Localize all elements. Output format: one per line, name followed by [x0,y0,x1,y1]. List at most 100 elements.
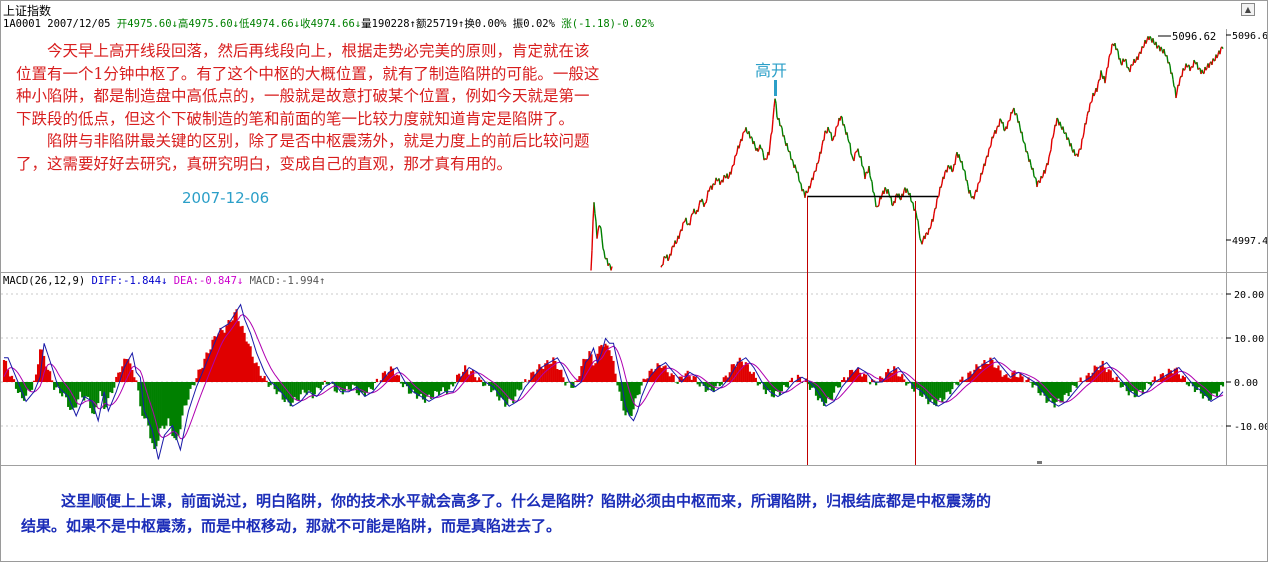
price-candle [768,144,771,156]
quote-segment: 开4975.60 [116,18,172,30]
price-candle [1051,137,1054,140]
price-candle [1219,47,1222,55]
price-candle [868,165,871,176]
price-candle [1074,154,1077,157]
quote-bar: 1A0001 2007/12/05 开4975.60↓高4975.60↓低497… [3,16,654,31]
price-candle [902,190,905,197]
price-candle [999,118,1002,121]
price-candle [1059,121,1062,127]
price-candle [981,169,984,175]
price-candle [824,130,827,133]
price-candle [954,155,957,165]
price-candle [1032,167,1035,177]
price-candle [1096,83,1099,92]
price-candle [794,164,797,170]
price-candle [1140,46,1143,54]
price-candle [1181,68,1184,77]
price-candle [840,115,843,118]
price-candle [990,136,993,146]
macd-info-segment: ↓ [161,275,168,287]
macd-info-segment: MACD(26,12,9) [3,275,92,287]
price-candle [1041,175,1044,179]
diff-line [4,303,1224,460]
price-candle [1123,59,1126,63]
price-candle [924,232,927,240]
price-candle [998,118,1001,127]
price-candle [759,144,762,150]
price-candle [1047,156,1050,166]
price-candle [1022,140,1025,143]
price-candle [1152,38,1155,44]
price-candle [597,225,600,232]
scroll-up-button[interactable]: ▲ [1241,3,1255,16]
price-candle [1117,50,1120,60]
price-candle [1011,109,1014,114]
price-candle [874,197,877,207]
price-candle [946,165,949,173]
price-candle [1197,67,1200,71]
price-candle [786,142,789,151]
macd-axis-label: 20.00 [1234,290,1264,301]
price-candle [966,179,969,187]
price-candle [719,181,722,186]
price-candle [772,107,775,120]
quote-segment: 收4974.66 [300,18,355,30]
price-candle [1110,44,1113,54]
price-candle [798,180,801,183]
price-candle [989,145,992,149]
price-candle [1166,55,1169,64]
price-candle [827,126,830,131]
annotation-line: 种小陷阱，都是制造盘中高低点的，一般就是故意打破某个位置，例如今天就是第一 [16,87,590,106]
price-candle [765,158,768,161]
price-candle [865,171,868,174]
price-candle [933,208,936,215]
macd-info-segment: DIFF:-1.844 [91,275,162,287]
price-candle [1009,112,1012,121]
price-candle [1168,61,1171,66]
price-candle [663,255,666,258]
price-candle [1176,84,1179,93]
price-candle [731,164,734,168]
price-candle [1073,149,1076,157]
price-candle [947,164,950,167]
price-candle [940,183,943,188]
price-candle [806,191,809,194]
price-candle [799,182,802,185]
price-candle [831,139,834,142]
price-candle [1149,35,1152,39]
price-candle [830,132,833,141]
price-candle [1160,46,1163,51]
price-candle [1081,137,1084,140]
price-candle [778,118,781,127]
bottom-note-line: 这里顺便上上课，前面说过，明白陷阱，你的技术水平就会高多了。什么是陷阱？陷阱必须… [61,492,992,510]
price-candle [1062,126,1065,134]
price-candle [929,225,932,230]
price-candle [1024,143,1027,153]
price-candle [781,127,784,137]
price-candle [1104,75,1107,84]
price-candle [978,180,981,184]
price-candle [681,222,684,231]
price-candle [764,157,767,161]
price-candle [849,143,852,154]
peak-label: 5096.62 [1172,31,1216,43]
price-candle [1205,67,1208,71]
price-candle [820,145,823,154]
price-candle [715,177,718,181]
price-candle [958,154,961,161]
price-candle [915,212,918,219]
price-candle [918,230,921,239]
price-candle [697,205,700,212]
price-candle [603,250,606,259]
price-candle [708,187,711,192]
quote-segment: 额25719 [415,18,459,30]
price-candle [600,228,603,239]
quote-segment: 振0.02% [506,18,555,30]
price-candle [969,189,972,197]
price-candle [723,174,726,177]
price-candle [1007,120,1010,123]
price-candle [678,232,681,239]
price-candle [590,250,593,271]
price-candle [608,262,611,266]
price-candle [916,218,919,221]
